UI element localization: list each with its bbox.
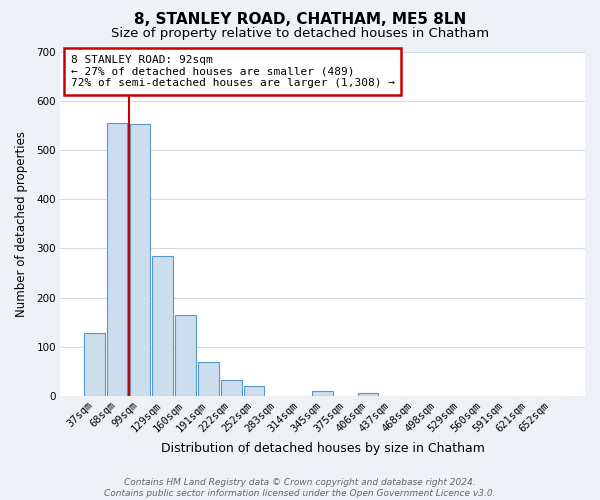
- Bar: [152, 256, 173, 396]
- Text: 8, STANLEY ROAD, CHATHAM, ME5 8LN: 8, STANLEY ROAD, CHATHAM, ME5 8LN: [134, 12, 466, 28]
- Text: Contains HM Land Registry data © Crown copyright and database right 2024.
Contai: Contains HM Land Registry data © Crown c…: [104, 478, 496, 498]
- Bar: [312, 390, 333, 396]
- X-axis label: Distribution of detached houses by size in Chatham: Distribution of detached houses by size …: [161, 442, 485, 455]
- Bar: [175, 314, 196, 396]
- Bar: [244, 386, 265, 396]
- Bar: [130, 124, 150, 396]
- Y-axis label: Number of detached properties: Number of detached properties: [15, 130, 28, 316]
- Text: 8 STANLEY ROAD: 92sqm
← 27% of detached houses are smaller (489)
72% of semi-det: 8 STANLEY ROAD: 92sqm ← 27% of detached …: [71, 55, 395, 88]
- Bar: [107, 123, 127, 396]
- Bar: [221, 380, 242, 396]
- Bar: [84, 333, 104, 396]
- Text: Size of property relative to detached houses in Chatham: Size of property relative to detached ho…: [111, 28, 489, 40]
- Bar: [198, 362, 218, 396]
- Bar: [358, 394, 379, 396]
